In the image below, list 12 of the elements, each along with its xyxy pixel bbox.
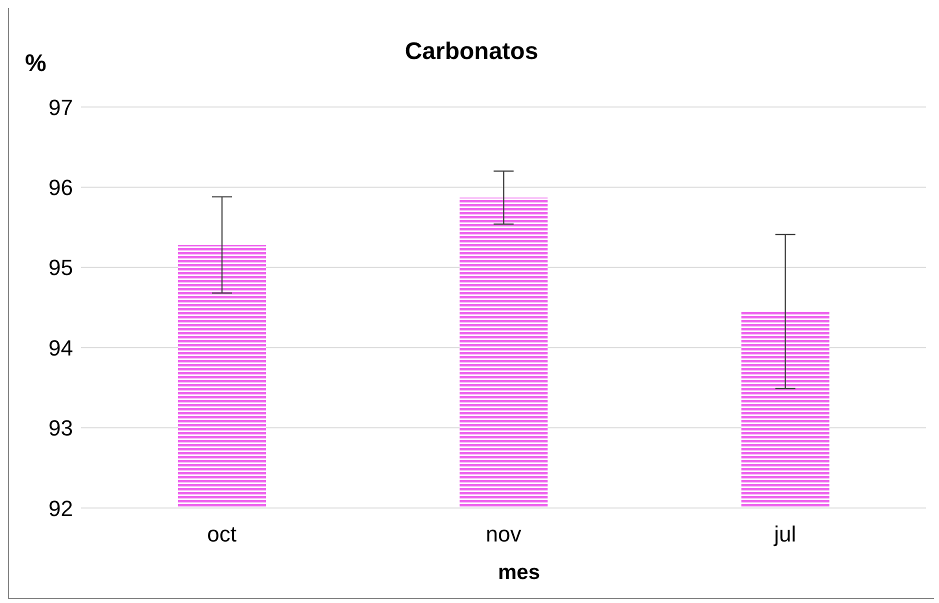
chart-title: Carbonatos <box>404 38 538 65</box>
y-tick-label: 94 <box>48 335 73 360</box>
x-tick-label: nov <box>486 522 522 547</box>
y-tick-label: 97 <box>48 94 73 120</box>
x-axis-title: mes <box>496 561 542 585</box>
y-tick-label: 93 <box>48 416 73 441</box>
x-tick-label: oct <box>207 522 237 547</box>
y-tick-label: 95 <box>48 255 73 280</box>
x-tick-label: jul <box>773 522 796 547</box>
y-axis-title: % <box>25 50 46 78</box>
y-tick-label: 92 <box>48 496 73 521</box>
y-tick-label: 96 <box>48 175 73 200</box>
